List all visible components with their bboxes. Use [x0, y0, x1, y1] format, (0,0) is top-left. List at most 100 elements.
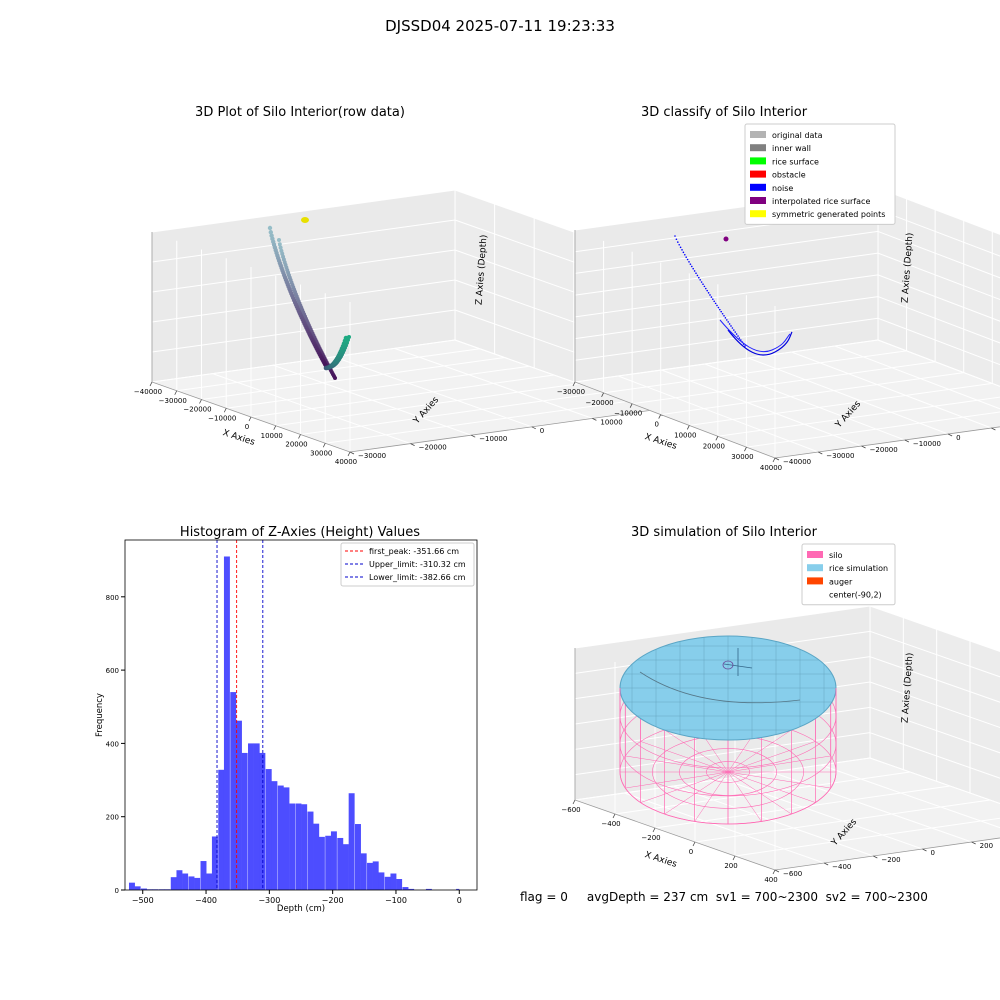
panel1-gridline: [250, 374, 555, 418]
panel4-gridline: [869, 656, 1000, 703]
silo-wireframe-line: [727, 741, 816, 773]
silo-wireframe-line: [727, 771, 792, 815]
panel4-legend-label: auger: [829, 577, 853, 586]
histogram-bar: [223, 556, 230, 890]
panel2-gridline: [574, 252, 879, 296]
panel4-z-axis-label: Z Axies (Depth): [901, 652, 916, 723]
panel2-data-point: [738, 337, 741, 339]
histogram-bar: [271, 781, 278, 890]
histogram-bar: [367, 862, 373, 890]
panel1-y-tick: [471, 434, 476, 438]
panel2-gridline: [717, 396, 1000, 437]
panel1-y-tick-label: 0: [540, 427, 544, 435]
panel4-gridline: [624, 792, 825, 864]
panel2-pane: [575, 340, 1000, 458]
panel2-data-point: [731, 327, 734, 329]
panel1-x-tick-label: −20000: [183, 406, 211, 414]
panel3-y-tick-label: 0: [115, 887, 119, 895]
panel2-data-point: [721, 312, 724, 315]
panel2-data-point: [720, 310, 722, 313]
panel2-data-point: [675, 238, 678, 241]
panel2-data-point: [726, 319, 728, 321]
panel4-legend-swatch: [807, 551, 823, 558]
panel4-x-tick: [732, 855, 736, 861]
panel4-y-tick-label: −400: [832, 863, 851, 871]
panel2-data-point: [735, 333, 738, 335]
panel4-x-tick: [612, 813, 616, 819]
silo-wireframe-line: [625, 771, 729, 789]
panel2-data-point: [685, 256, 687, 258]
histogram-bar: [248, 743, 254, 890]
panel2-data-point: [744, 345, 746, 347]
panel1-data-point: [277, 242, 282, 247]
silo-wireframe-ring: [679, 748, 777, 796]
panel2-data-point: [716, 304, 718, 307]
histogram-bar: [289, 803, 296, 890]
panel2-data-point: [714, 302, 717, 305]
histogram-bar: [325, 835, 332, 890]
panel2-gridline: [574, 230, 879, 274]
panel2-legend-label: original data: [772, 131, 823, 140]
panel2-x-tick: [686, 425, 690, 430]
panel2-data-point: [696, 274, 699, 277]
histogram-bar: [194, 877, 201, 890]
panel2-legend-label: inner wall: [772, 144, 811, 153]
panel1-y-tick-label: −10000: [479, 435, 507, 443]
histogram-bar: [360, 853, 367, 890]
panel2-legend-swatch: [750, 210, 766, 218]
panel2-data-point: [707, 292, 710, 294]
panel2-data-point: [692, 267, 694, 270]
silo-wireframe-ring: [706, 761, 750, 783]
panel1-gridline: [226, 365, 530, 409]
panel3-x-axis-label: Depth (cm): [277, 904, 325, 914]
panel3-y-axis-label: Frequency: [95, 693, 105, 737]
histogram-bar: [425, 888, 432, 890]
panel2-data-point: [713, 300, 715, 303]
panel4-gridline: [869, 706, 1000, 754]
panel3-y-tick-label: 400: [106, 740, 119, 748]
panel4-x-tick-label: −400: [601, 820, 620, 828]
panel4-legend: [801, 543, 896, 606]
panel3-y-tick-label: 600: [106, 667, 119, 675]
panel1-gridline: [151, 249, 456, 293]
panel2-legend-swatch: [750, 197, 766, 204]
panel4-legend-label: rice simulation: [829, 564, 888, 573]
panel1-gridline: [151, 219, 456, 263]
panel2-gridline: [660, 372, 964, 416]
panel2-gridline: [689, 382, 993, 426]
panel3-legend-label: Lower_limit: -382.66 cm: [369, 573, 466, 582]
panel1-x-tick-label: 0: [245, 423, 249, 431]
panel2-data-point: [695, 272, 697, 275]
panel1-x-tick-label: −10000: [208, 414, 236, 422]
histogram-bar: [408, 888, 415, 890]
histogram-bar: [402, 887, 409, 890]
panel1-gridline: [275, 383, 579, 427]
panel3-x-tick-label: −300: [258, 896, 280, 905]
panel2-data-point: [700, 281, 703, 283]
panel2-gridline: [877, 252, 1000, 301]
panel2-gridline: [746, 411, 1000, 448]
panel2-gridline: [877, 187, 1000, 235]
panel2-gridline: [877, 230, 1000, 279]
panel2-noise-curve: [727, 329, 793, 356]
histogram-bar: [355, 824, 361, 890]
histogram-bar: [337, 837, 344, 890]
panel3-y-tick-label: 200: [106, 814, 119, 822]
panel4-gridline: [574, 605, 871, 649]
panel1-z-axis-label: Z Axies (Depth): [475, 234, 490, 305]
panel3-axes-frame: [124, 539, 478, 891]
panel2-x-tick-label: 0: [654, 421, 658, 429]
panel1-data-point: [277, 238, 281, 242]
panel1-gridline: [212, 373, 411, 445]
panel2-legend-label: interpolated rice surface: [772, 197, 870, 206]
panel2-data-point: [723, 236, 729, 242]
panel1-pane: [152, 190, 455, 382]
histogram-bar: [307, 811, 314, 890]
panel4-x-axis-label: X Axies: [643, 850, 678, 870]
panel4-y-tick-label: −200: [881, 856, 900, 864]
panel2-gridline: [834, 345, 1000, 410]
panel1-x-tick: [347, 451, 351, 457]
panel-histogram: Histogram of Z-Axies (Height) Values −500…: [95, 525, 478, 914]
panel2-data-point: [703, 285, 706, 288]
